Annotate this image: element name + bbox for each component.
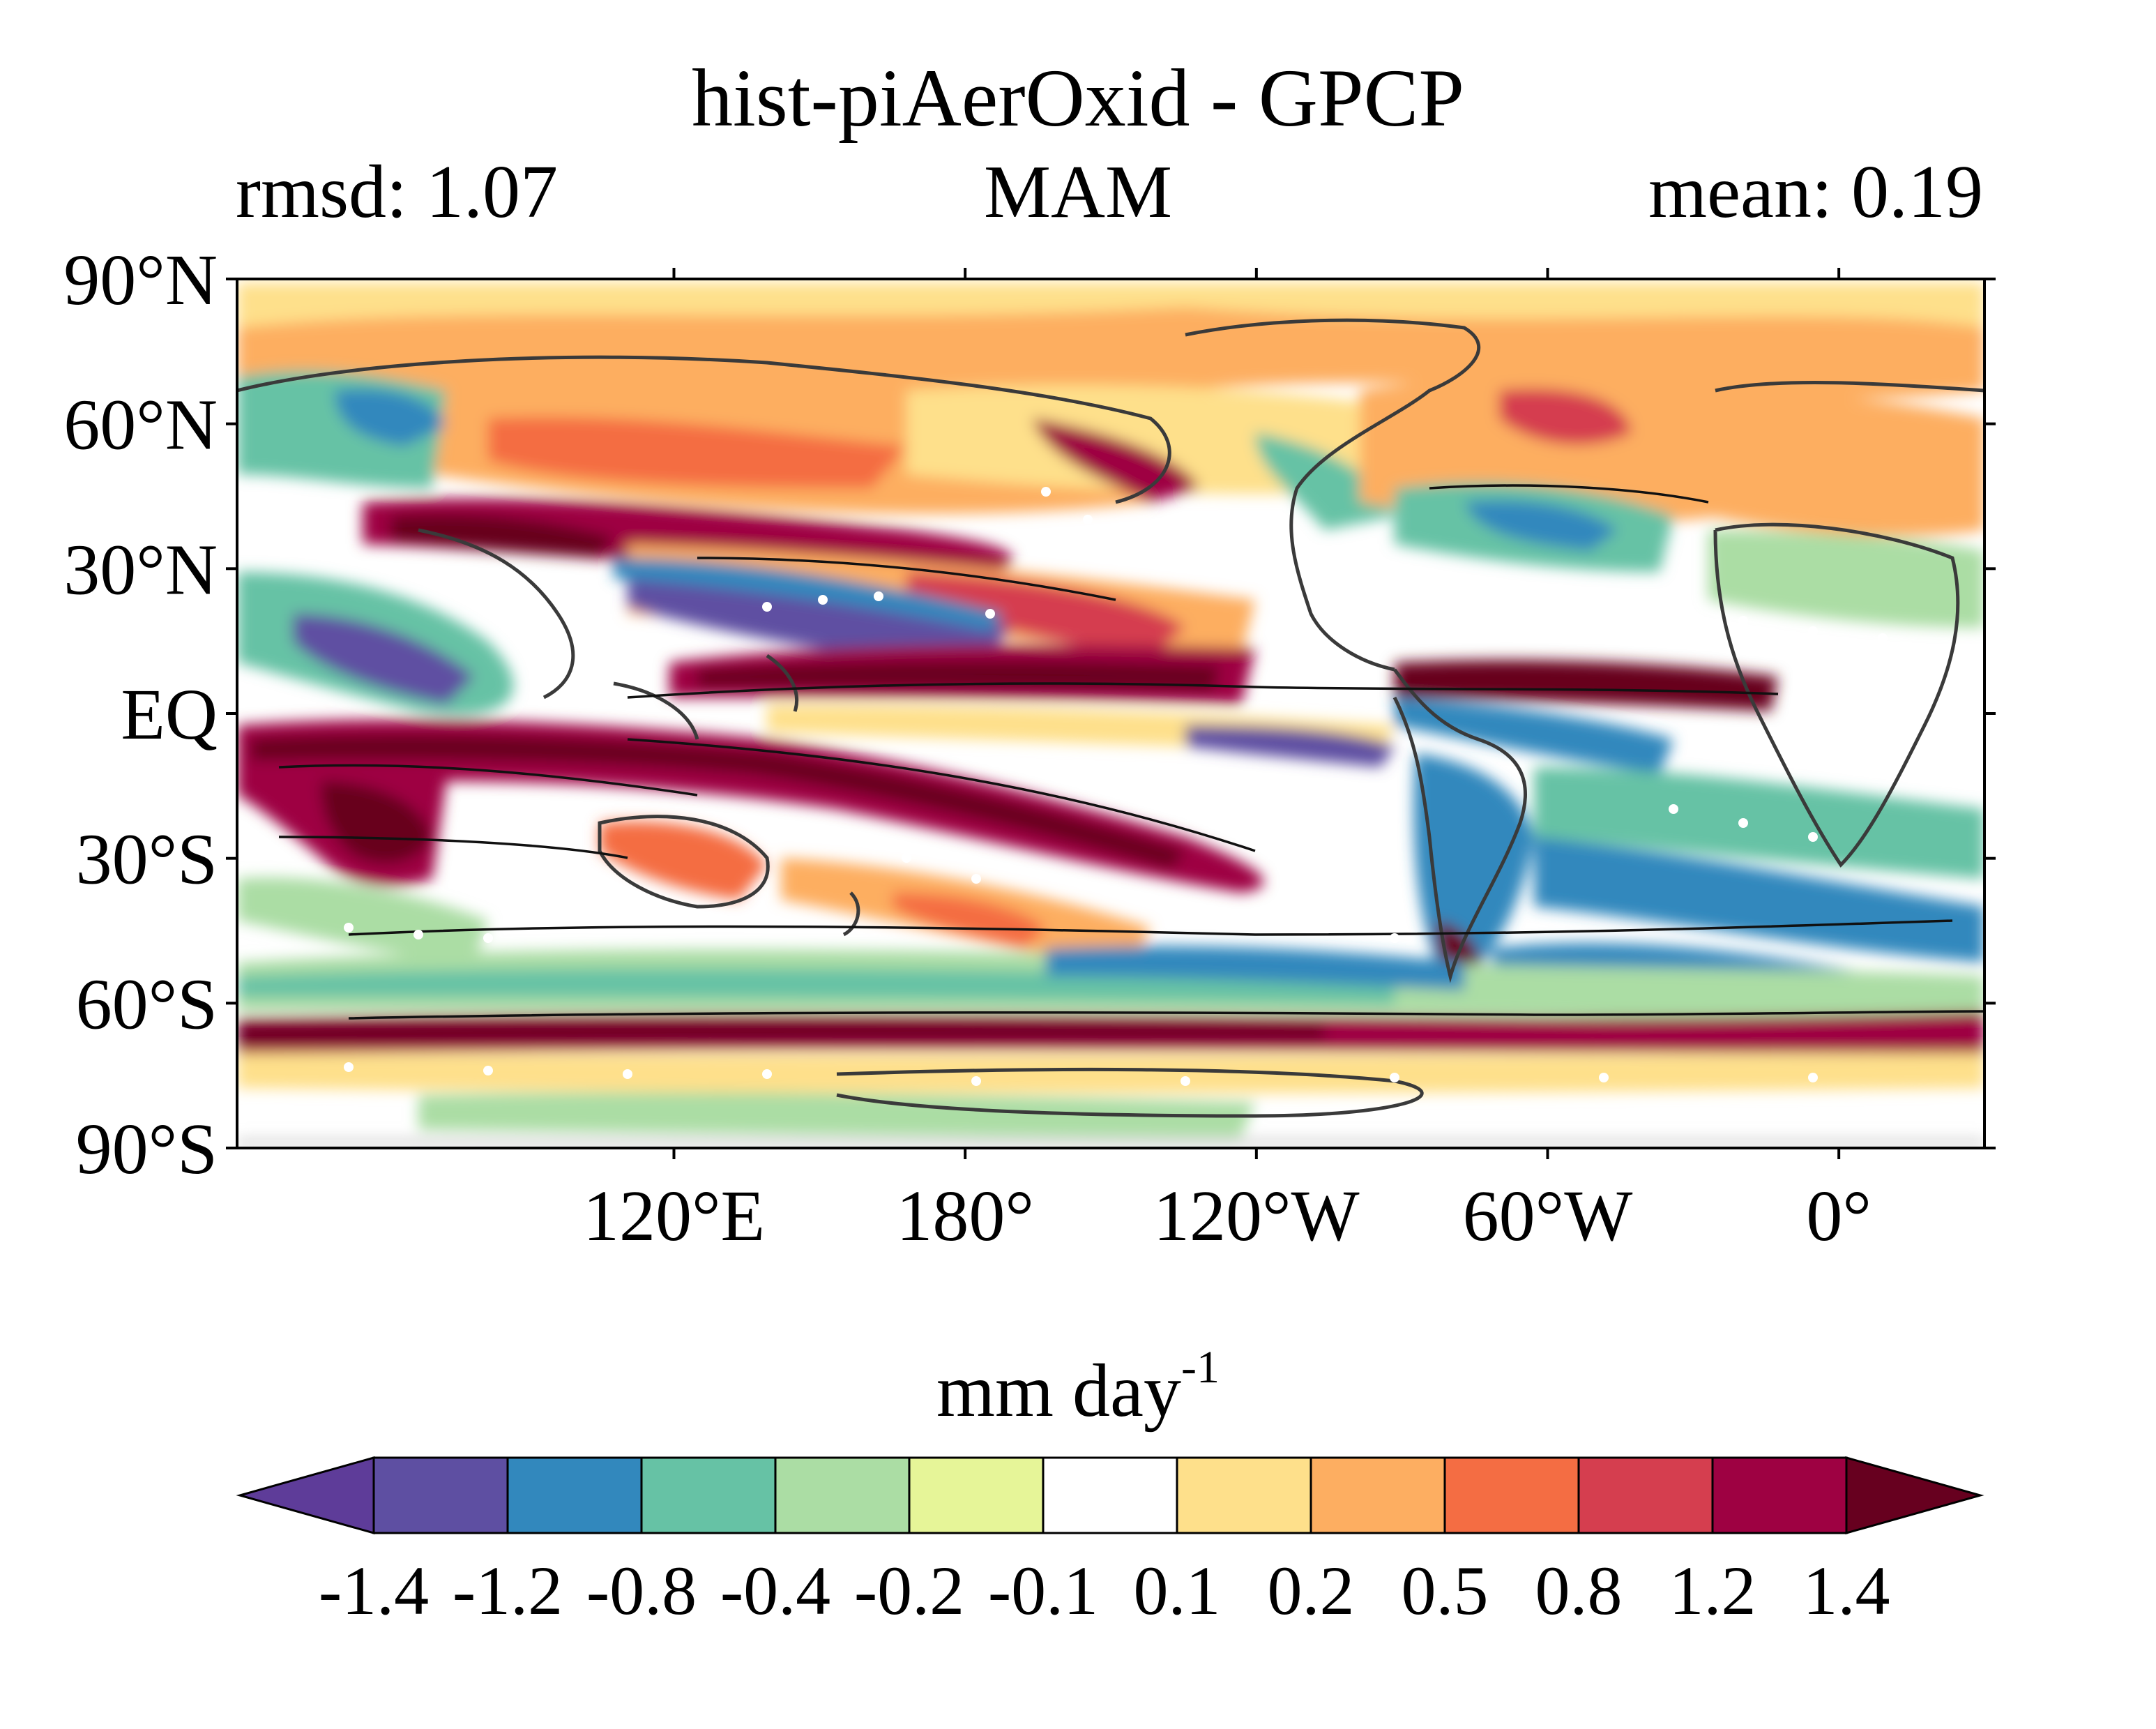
lat-tick-label: 60°N	[63, 385, 218, 465]
colorbar-box	[506, 1456, 643, 1534]
colorbar-level-label: 1.2	[1669, 1552, 1756, 1629]
lon-tick-label: 60°W	[1463, 1176, 1633, 1255]
lat-tick-label: 60°S	[76, 964, 218, 1044]
lat-tick-label: 30°N	[63, 529, 218, 610]
lat-tick-label: 30°S	[76, 820, 218, 900]
colorbar-box	[1577, 1456, 1714, 1534]
colorbar-extend-high	[1845, 1456, 1984, 1534]
colorbar-level-label: -0.2	[854, 1552, 964, 1629]
season-label: MAM	[983, 151, 1173, 234]
lat-tick-label: 90°S	[76, 1109, 218, 1189]
lat-tick-label: 90°N	[63, 240, 218, 320]
lon-tick-label: 120°E	[583, 1176, 765, 1255]
colorbar-box	[774, 1456, 911, 1534]
colorbar-level-label: -0.8	[586, 1552, 697, 1629]
map-title: hist-piAerOxid - GPCP	[692, 52, 1464, 144]
colorbar-box	[1711, 1456, 1848, 1534]
rmsd-label: rmsd: 1.07	[236, 151, 559, 234]
latitude-labels: 90°N 60°N 30°N EQ 30°S 60°S 90°S	[63, 240, 218, 1189]
colorbar-level-label: -1.4	[319, 1552, 429, 1629]
lon-tick-label: 0°	[1806, 1176, 1872, 1255]
colorbar-level-label: -0.1	[988, 1552, 1098, 1629]
colorbar-box	[1443, 1456, 1580, 1534]
lon-tick-label: 120°W	[1153, 1176, 1360, 1255]
colorbar-level-label: 0.2	[1268, 1552, 1355, 1629]
colorbar-extend-low	[236, 1456, 375, 1534]
axis-ticks	[226, 268, 1996, 1159]
colorbar-box	[640, 1456, 777, 1534]
colorbar-level-label: 0.8	[1535, 1552, 1623, 1629]
longitude-labels: 120°E 180° 120°W 60°W 0°	[583, 1176, 1872, 1255]
colorbar-box	[908, 1456, 1045, 1534]
lat-tick-label: EQ	[121, 674, 218, 755]
colorbar-box	[1309, 1456, 1446, 1534]
colorbar-level-label: 0.5	[1402, 1552, 1489, 1629]
precip-anomaly-field	[237, 279, 1984, 1148]
significance-stippling	[344, 487, 1888, 1086]
colorbar-box	[372, 1456, 509, 1534]
climatology-contours	[278, 484, 1984, 1020]
colorbar-level-label: -1.2	[453, 1552, 563, 1629]
colorbar-level-label: 0.1	[1134, 1552, 1221, 1629]
colorbar-box	[1176, 1456, 1312, 1534]
colorbar-box	[1042, 1456, 1178, 1534]
colorbar-level-label: 1.4	[1803, 1552, 1890, 1629]
colorbar-units: mm day-1	[936, 1342, 1220, 1433]
coastlines	[237, 318, 1984, 1118]
colorbar-level-label: -0.4	[720, 1552, 830, 1629]
mean-label: mean: 0.19	[1648, 151, 1983, 234]
lon-tick-label: 180°	[896, 1176, 1034, 1255]
